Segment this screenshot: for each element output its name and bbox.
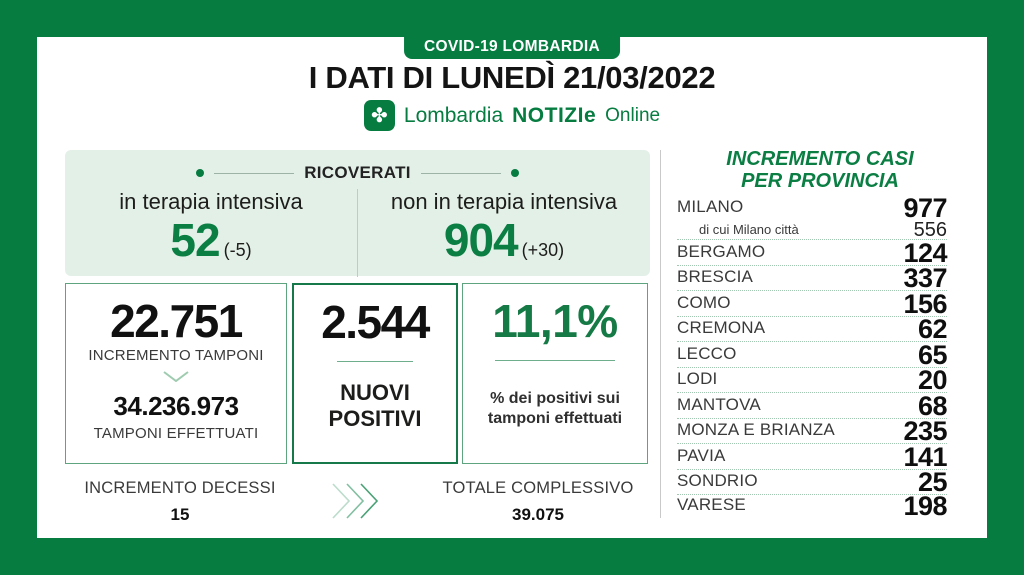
logo-text-lombardia: Lombardia bbox=[403, 103, 504, 127]
table-row: LECCO 65 bbox=[677, 339, 948, 370]
divider-line bbox=[214, 172, 295, 174]
table-row: BERGAMO 124 bbox=[677, 237, 947, 268]
province-name: LODI bbox=[677, 369, 718, 388]
divider-line bbox=[337, 361, 413, 362]
province-name: COMO bbox=[677, 292, 731, 312]
terapia-intensiva-value: 52 bbox=[170, 214, 220, 266]
frame-bottom bbox=[0, 538, 1024, 575]
ricoverati-header: RICOVERATI bbox=[65, 150, 650, 183]
terapia-intensiva-delta: (-5) bbox=[223, 240, 252, 260]
province-name: PAVIA bbox=[677, 445, 726, 465]
triple-chevron-right-icon bbox=[332, 483, 379, 519]
terapia-intensiva-label: in terapia intensiva bbox=[119, 189, 303, 214]
vertical-separator bbox=[660, 150, 661, 518]
chevron-down-icon bbox=[163, 371, 189, 383]
ricoverati-columns: in terapia intensiva 52 (-5) non in tera… bbox=[65, 189, 650, 277]
nuovi-positivi-box: 2.544 NUOVI POSITIVI bbox=[292, 283, 458, 464]
incremento-tamponi-label: INCREMENTO TAMPONI bbox=[88, 347, 264, 364]
tamponi-effettuati-label: TAMPONI EFFETTUATI bbox=[93, 425, 259, 442]
percentuale-value: 11,1% bbox=[492, 295, 618, 347]
bullet-dot-icon bbox=[510, 169, 519, 177]
province-subname: di cui Milano città bbox=[699, 222, 799, 237]
province-value: 65 bbox=[917, 339, 948, 370]
covid-lombardia-badge: COVID-19 LOMBARDIA bbox=[402, 37, 622, 61]
logo-text-notizie: NOTIZIe bbox=[512, 103, 597, 127]
tamponi-box: 22.751 INCREMENTO TAMPONI 34.236.973 TAM… bbox=[65, 283, 287, 464]
divider-line bbox=[420, 172, 501, 174]
table-row: BRESCIA 337 bbox=[677, 263, 947, 294]
province-name: LECCO bbox=[677, 343, 737, 363]
incremento-decessi-block: INCREMENTO DECESSI 15 bbox=[65, 479, 295, 525]
province-name: MONZA E BRIANZA bbox=[677, 420, 835, 439]
ricoverati-title: RICOVERATI bbox=[304, 163, 411, 182]
incremento-decessi-label: INCREMENTO DECESSI bbox=[84, 479, 276, 497]
non-terapia-intensiva-value: 904 bbox=[443, 214, 519, 266]
province-name: SONDRIO bbox=[677, 471, 758, 490]
province-table: MILANO 977 di cui Milano città 556 BERGA… bbox=[677, 193, 948, 522]
province-value: 977 bbox=[903, 193, 947, 224]
province-name: CREMONA bbox=[677, 318, 766, 337]
province-name: MANTOVA bbox=[677, 394, 761, 414]
province-value: 156 bbox=[903, 288, 947, 319]
province-name: BRESCIA bbox=[677, 267, 754, 286]
table-row: SONDRIO 25 bbox=[677, 467, 948, 498]
frame-left bbox=[0, 0, 37, 575]
tamponi-effettuati-value: 34.236.973 bbox=[113, 391, 239, 421]
table-subrow: di cui Milano città 556 bbox=[677, 220, 947, 240]
table-row: MANTOVA 68 bbox=[677, 390, 948, 421]
province-name: VARESE bbox=[677, 495, 746, 514]
province-value: 68 bbox=[917, 390, 948, 421]
province-value: 337 bbox=[903, 263, 947, 294]
percentuale-positivi-box: 11,1% % dei positivi sui tamponi effettu… bbox=[462, 283, 648, 464]
province-value: 198 bbox=[903, 491, 947, 522]
non-terapia-intensiva-label: non in terapia intensiva bbox=[390, 189, 618, 214]
province-value: 25 bbox=[917, 467, 948, 498]
percentuale-label: % dei positivi sui tamponi effettuati bbox=[487, 390, 623, 427]
incremento-decessi-value: 15 bbox=[170, 505, 190, 524]
nuovi-positivi-value: 2.544 bbox=[321, 296, 430, 348]
nuovi-positivi-label: NUOVI POSITIVI bbox=[328, 380, 422, 432]
ricoverati-box: RICOVERATI in terapia intensiva 52 (-5) … bbox=[65, 150, 650, 277]
page-title: I DATI DI LUNEDÌ 21/03/2022 bbox=[308, 60, 716, 95]
divider-line bbox=[495, 360, 615, 361]
province-name: MILANO bbox=[677, 197, 744, 216]
table-row: MONZA E BRIANZA 235 bbox=[677, 416, 947, 447]
province-value: 20 bbox=[917, 365, 948, 396]
table-row: VARESE 198 bbox=[677, 491, 947, 522]
province-panel-title: INCREMENTO CASI PER PROVINCIA bbox=[726, 148, 914, 192]
province-value: 235 bbox=[903, 416, 947, 447]
table-row: MILANO 977 bbox=[677, 193, 947, 224]
frame-right bbox=[987, 0, 1024, 575]
bullet-dot-icon bbox=[196, 169, 205, 177]
non-terapia-intensiva-delta: (+30) bbox=[521, 240, 565, 260]
incremento-tamponi-value: 22.751 bbox=[110, 295, 243, 347]
rosa-camuna-icon: ✤ bbox=[363, 100, 395, 131]
totale-complessivo-label: TOTALE COMPLESSIVO bbox=[442, 479, 634, 497]
logo-text-online: Online bbox=[605, 104, 661, 126]
totale-complessivo-value: 39.075 bbox=[512, 505, 564, 524]
frame-top bbox=[0, 0, 1024, 37]
province-value: 124 bbox=[903, 237, 947, 268]
totale-complessivo-block: TOTALE COMPLESSIVO 39.075 bbox=[408, 479, 668, 525]
province-value: 141 bbox=[903, 441, 947, 472]
province-subvalue: 556 bbox=[913, 219, 947, 241]
province-name: BERGAMO bbox=[677, 241, 766, 261]
table-row: COMO 156 bbox=[677, 288, 947, 319]
table-row: LODI 20 bbox=[677, 365, 948, 396]
terapia-intensiva-block: in terapia intensiva 52 (-5) bbox=[65, 189, 358, 277]
lombardia-notizie-logo: ✤ Lombardia NOTIZIe Online bbox=[37, 100, 987, 131]
table-row: CREMONA 62 bbox=[677, 314, 948, 345]
province-value: 62 bbox=[917, 314, 948, 345]
table-row: PAVIA 141 bbox=[677, 441, 947, 472]
non-terapia-intensiva-block: non in terapia intensiva 904 (+30) bbox=[358, 189, 650, 277]
